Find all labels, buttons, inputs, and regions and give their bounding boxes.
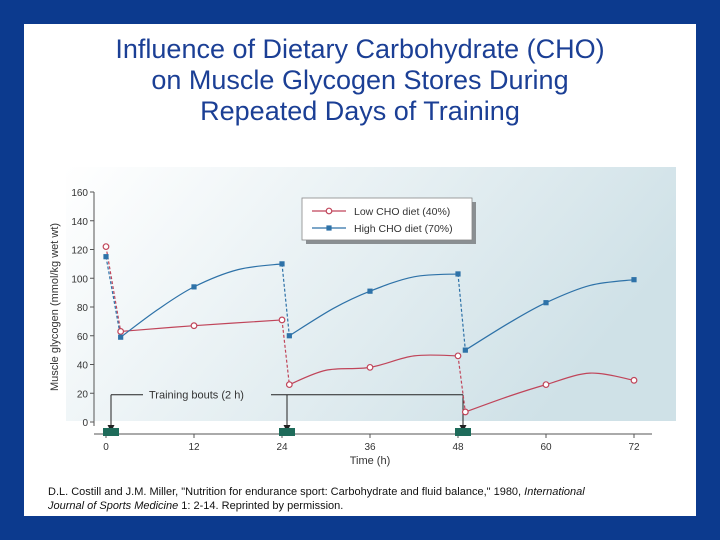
series: [102, 243, 638, 416]
y-tick-label: 160: [71, 188, 88, 199]
y-tick-label: 20: [77, 389, 89, 400]
high-cho-line: [281, 263, 290, 336]
low-cho-point: [102, 243, 110, 251]
legend-label: High CHO diet (70%): [354, 223, 453, 235]
legend-swatch-marker: [326, 225, 332, 231]
caption-journal-a: International: [524, 486, 585, 498]
caption-journal-b: Journal of Sports Medicine: [48, 500, 179, 512]
low-cho-point: [542, 381, 550, 389]
high-cho-point: [462, 347, 468, 353]
x-tick-label: 12: [188, 442, 200, 453]
high-cho-point: [279, 261, 285, 267]
x-tick-label: 0: [103, 442, 109, 453]
glycogen-chart: 0 20 40 60 80 100 120 140 160 0 12 24 36 48 60 72 Train…: [49, 167, 676, 467]
legend: Low CHO diet (40%) High CHO diet (70%): [301, 197, 476, 244]
title-line-3: Repeated Days of Training: [200, 96, 520, 126]
low-cho-point: [190, 322, 198, 330]
slide: Influence of Dietary Carbohydrate (CHO) …: [24, 24, 696, 516]
high-cho-point: [118, 334, 124, 340]
low-cho-point: [117, 328, 125, 335]
y-tick-label: 100: [71, 274, 88, 285]
legend-swatch-marker: [325, 207, 333, 215]
low-cho-point: [461, 408, 469, 416]
low-cho-line: [281, 319, 290, 385]
title-line-1: Influence of Dietary Carbohydrate (CHO): [115, 34, 605, 64]
y-tick-label: 140: [71, 217, 88, 228]
training-bout-marker: [455, 428, 471, 436]
title-line-2: on Muscle Glycogen Stores During: [151, 65, 569, 95]
x-tick-label: 60: [540, 442, 552, 453]
high-cho-point: [286, 333, 292, 339]
high-cho-point: [103, 254, 109, 260]
y-tick-label: 120: [71, 246, 88, 257]
high-cho-point: [631, 277, 637, 283]
y-axis-title: Muscle glycogen (mmol/kg wet wt): [49, 223, 61, 391]
low-cho-point: [278, 316, 286, 324]
high-cho-point: [191, 284, 197, 290]
high-cho-line: [105, 256, 122, 338]
legend-box: [301, 197, 473, 241]
slide-title: Influence of Dietary Carbohydrate (CHO) …: [24, 34, 696, 127]
y-tick-label: 0: [82, 418, 88, 429]
y-tick-label: 60: [77, 332, 89, 343]
training-bouts-label: Training bouts (2 h): [149, 390, 244, 402]
low-cho-line: [105, 246, 122, 332]
high-cho-point: [543, 300, 549, 306]
legend-label: Low CHO diet (40%): [354, 206, 450, 218]
training-bout-marker: [103, 428, 119, 436]
low-cho-point: [454, 352, 462, 360]
x-axis-title: Time (h): [350, 455, 391, 467]
y-tick-label: 80: [77, 303, 89, 314]
x-tick-label: 36: [364, 442, 376, 453]
high-cho-line: [457, 273, 466, 351]
low-cho-point: [285, 381, 293, 389]
x-tick-label: 72: [628, 442, 640, 453]
low-cho-point: [366, 363, 374, 371]
y-tick-label: 40: [77, 361, 89, 372]
high-cho-point: [455, 271, 461, 277]
x-tick-label: 48: [452, 442, 464, 453]
source-caption: D.L. Costill and J.M. Miller, "Nutrition…: [48, 485, 688, 513]
caption-text-end: 1: 2-14. Reprinted by permission.: [178, 500, 344, 512]
low-cho-point: [630, 376, 638, 384]
high-cho-point: [367, 288, 373, 294]
training-annotation: Training bouts (2 h): [103, 390, 471, 436]
training-bout-marker: [279, 428, 295, 436]
low-cho-line: [457, 355, 466, 413]
caption-text: D.L. Costill and J.M. Miller, "Nutrition…: [48, 486, 525, 498]
x-tick-label: 24: [276, 442, 288, 453]
